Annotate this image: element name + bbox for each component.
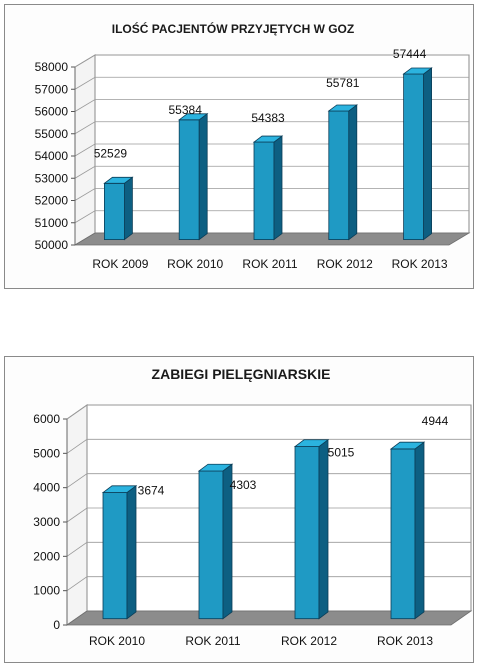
y-tick-label: 53000	[35, 171, 69, 185]
category-label: ROK 2011	[185, 634, 240, 648]
bar-top	[389, 441, 426, 450]
bar	[104, 182, 125, 240]
bar-side	[198, 113, 208, 241]
bar-top	[402, 67, 433, 75]
data-label: 52529	[94, 146, 128, 160]
bar-top	[101, 485, 138, 493]
y-tick-label: 57000	[35, 82, 69, 96]
bar-top	[293, 439, 330, 447]
y-tick-label: 51000	[35, 216, 69, 230]
bar-side	[348, 104, 358, 241]
bar	[328, 110, 350, 240]
gridline	[66, 473, 471, 488]
data-label: 55781	[326, 76, 360, 90]
y-tick-label: 54000	[35, 149, 69, 163]
category-label: ROK 2013	[392, 257, 448, 271]
data-label: 5015	[328, 446, 355, 460]
y-tick-label: 58000	[35, 60, 69, 74]
data-label: 4944	[422, 414, 449, 428]
data-label: 57444	[393, 47, 427, 61]
category-label: ROK 2009	[92, 257, 148, 271]
category-label: ROK 2012	[317, 257, 373, 271]
y-tick-label: 3000	[33, 515, 60, 529]
bar-top	[252, 135, 284, 143]
data-label: 4303	[230, 478, 257, 492]
gridline	[66, 438, 471, 454]
bar-side	[318, 438, 329, 620]
y-tick-label: 4000	[33, 481, 60, 495]
chart-nursing-svg: ZABIEGI PIELĘGNIARSKIE 0 1000 2000 3000 4000…	[33, 366, 473, 648]
bar-top	[197, 463, 234, 472]
bar-top	[103, 176, 134, 184]
y-tick-label: 1000	[33, 584, 60, 598]
category-label: ROK 2013	[377, 634, 433, 648]
bar	[102, 492, 128, 620]
y-tick-label: 52000	[35, 194, 69, 208]
y-tick-label: 2000	[33, 549, 60, 563]
gridline	[66, 404, 471, 420]
y-tick-label: 5000	[33, 446, 60, 460]
gridline	[66, 541, 471, 557]
bar	[178, 119, 200, 240]
chart-title: ZABIEGI PIELĘGNIARSKIE	[152, 366, 331, 382]
bar	[294, 446, 320, 620]
y-tick-label: 50000	[35, 238, 69, 252]
bar	[403, 73, 425, 240]
gridline	[74, 99, 469, 112]
bar-side	[124, 176, 133, 241]
bar-top	[177, 113, 209, 121]
bar-side	[126, 485, 137, 620]
chart-title: ILOŚĆ PACJENTÓW PRZYJĘTYCH W GOZ	[112, 21, 354, 36]
bar-side	[423, 67, 433, 241]
gridline	[74, 54, 469, 68]
y-tick-label: 56000	[35, 105, 69, 119]
category-label: ROK 2012	[281, 634, 337, 648]
y-tick-label: 55000	[35, 127, 69, 141]
category-label: ROK 2010	[89, 634, 145, 648]
bar	[253, 141, 275, 240]
data-label: 55384	[169, 103, 203, 117]
chart-nursing: ZABIEGI PIELĘGNIARSKIE 0 1000 2000 3000 4000…	[4, 356, 474, 663]
category-label: ROK 2010	[167, 257, 223, 271]
chart-patients-svg: ILOŚĆ PACJENTÓW PRZYJĘTYCH W GOZ 50000 51…	[35, 21, 471, 271]
data-label: 3674	[138, 484, 165, 498]
bar	[198, 470, 224, 620]
gridline	[74, 76, 469, 90]
gridline	[66, 576, 471, 591]
y-tick-label: 0	[53, 618, 60, 632]
bar	[390, 448, 416, 620]
bar-side	[273, 135, 283, 241]
bar-top	[327, 104, 358, 112]
category-label: ROK 2011	[242, 257, 297, 271]
chart-floor	[65, 610, 473, 626]
bar-side	[414, 441, 425, 620]
y-tick-label: 6000	[33, 412, 60, 426]
data-label: 54383	[251, 111, 285, 125]
chart-patients: ILOŚĆ PACJENTÓW PRZYJĘTYCH W GOZ 50000 51…	[4, 4, 474, 289]
gridline	[66, 507, 471, 523]
